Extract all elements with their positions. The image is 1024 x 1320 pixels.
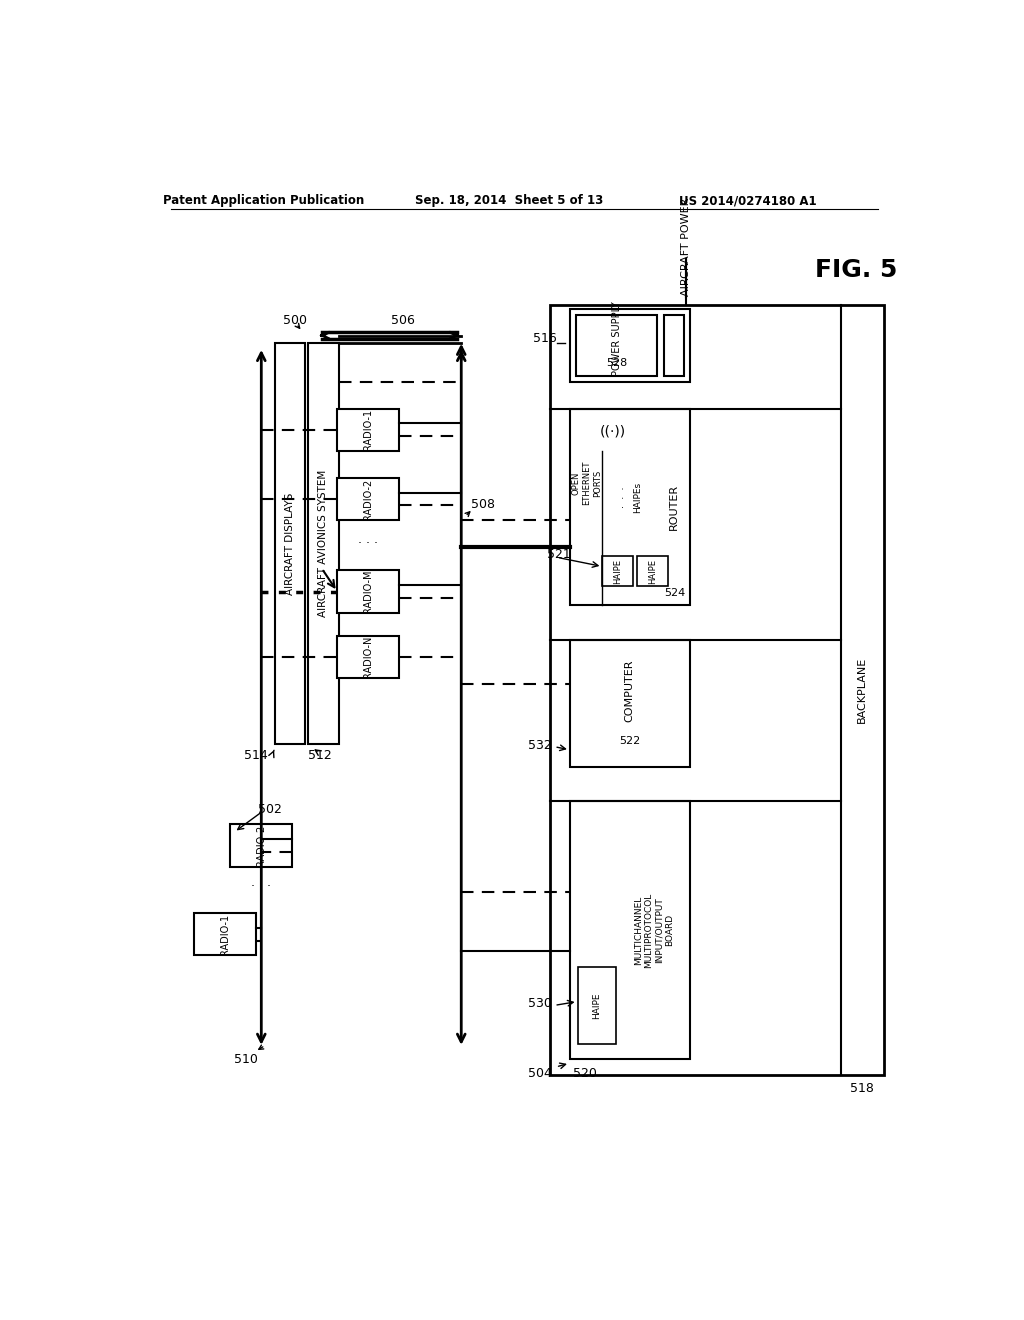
Text: 514: 514 — [244, 748, 267, 762]
Text: HAIPE: HAIPE — [592, 993, 601, 1019]
Bar — [194, 913, 256, 956]
Text: AIRCRAFT DISPLAYS: AIRCRAFT DISPLAYS — [285, 492, 295, 594]
Text: 532: 532 — [528, 739, 552, 751]
Bar — [337, 636, 399, 678]
Text: FIG. 5: FIG. 5 — [815, 257, 898, 282]
Bar — [602, 557, 633, 586]
Bar — [569, 409, 690, 605]
Text: 521: 521 — [547, 548, 570, 561]
Text: HAIPE: HAIPE — [648, 558, 657, 583]
Bar — [637, 557, 669, 586]
Text: 516: 516 — [532, 333, 557, 346]
Bar — [569, 640, 690, 767]
Text: RADIO-N: RADIO-N — [364, 636, 374, 678]
Text: 518: 518 — [851, 1082, 874, 1096]
Bar — [275, 343, 305, 743]
Text: 502: 502 — [258, 803, 282, 816]
Text: 524: 524 — [664, 589, 685, 598]
Bar — [337, 570, 399, 612]
Text: 530: 530 — [528, 998, 552, 1010]
Text: 520: 520 — [573, 1067, 597, 1080]
Text: ·  ·  ·: · · · — [618, 486, 629, 508]
Text: AIRCRAFT AVIONICS SYSTEM: AIRCRAFT AVIONICS SYSTEM — [318, 470, 329, 616]
Text: RADIO-1: RADIO-1 — [220, 913, 229, 954]
Bar — [569, 801, 690, 1059]
Text: 508: 508 — [471, 499, 495, 511]
Text: HAIPE: HAIPE — [613, 558, 623, 583]
Text: 500: 500 — [283, 314, 306, 326]
Text: HAIPEs: HAIPEs — [633, 482, 642, 512]
Text: OPEN
ETHERNET
PORTS: OPEN ETHERNET PORTS — [571, 461, 602, 506]
Text: MULTICHANNEL
MULTIPROTOCOL
INPUT/OUTPUT
BOARD: MULTICHANNEL MULTIPROTOCOL INPUT/OUTPUT … — [634, 892, 674, 968]
Text: · · ·: · · · — [251, 879, 271, 892]
Bar — [575, 314, 657, 376]
Bar — [337, 409, 399, 451]
Bar — [308, 343, 339, 743]
Text: 504: 504 — [528, 1067, 552, 1080]
Text: Sep. 18, 2014  Sheet 5 of 13: Sep. 18, 2014 Sheet 5 of 13 — [415, 194, 603, 207]
Text: RADIO-M: RADIO-M — [364, 570, 374, 614]
Text: BACKPLANE: BACKPLANE — [857, 656, 867, 723]
Text: COMPUTER: COMPUTER — [625, 659, 635, 722]
Text: 506: 506 — [391, 314, 415, 326]
Text: Patent Application Publication: Patent Application Publication — [163, 194, 365, 207]
Text: 512: 512 — [307, 748, 332, 762]
Bar — [569, 309, 690, 381]
Bar — [550, 305, 884, 1074]
Text: 510: 510 — [233, 1053, 257, 1065]
Text: ((·)): ((·)) — [599, 425, 626, 438]
Text: · · ·: · · · — [358, 537, 378, 550]
Text: RADIO-2: RADIO-2 — [364, 479, 374, 520]
Text: ROUTER: ROUTER — [670, 483, 679, 529]
Bar — [337, 478, 399, 520]
Bar — [665, 314, 684, 376]
Text: US 2014/0274180 A1: US 2014/0274180 A1 — [679, 194, 817, 207]
Text: AIRCRAFT POWER: AIRCRAFT POWER — [681, 198, 691, 296]
Text: RADIO-2: RADIO-2 — [256, 825, 266, 866]
Text: RADIO-1: RADIO-1 — [364, 409, 374, 450]
Text: POWER SUPPLY: POWER SUPPLY — [611, 302, 622, 376]
Bar — [230, 825, 292, 867]
Bar — [578, 966, 616, 1044]
Text: 522: 522 — [620, 737, 640, 746]
Text: 528: 528 — [606, 358, 628, 368]
